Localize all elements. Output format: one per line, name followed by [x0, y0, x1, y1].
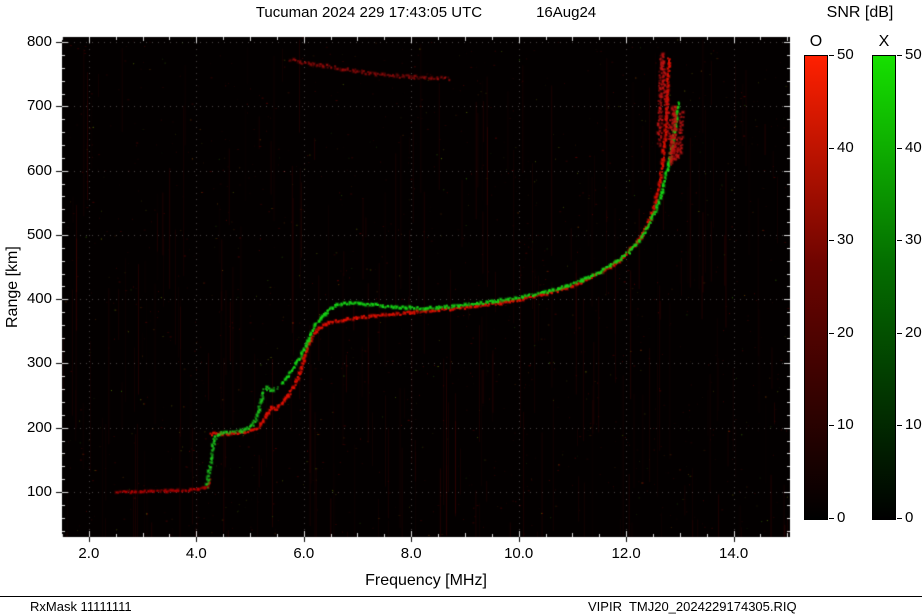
y-tick-label: 300: [26, 354, 52, 372]
colorbar-gradient-O: [804, 55, 828, 520]
colorbar-tick-label: 50: [905, 46, 922, 63]
footer-divider: [0, 596, 922, 597]
colorbar-tick-label: 0: [905, 509, 914, 526]
colorbar-tick-mark: [829, 55, 834, 56]
colorbar-tick-label: 30: [905, 231, 922, 249]
colorbar-tick-mark: [897, 332, 902, 334]
y-tick-label: 400: [26, 290, 52, 308]
x-tick-label: 10.0: [504, 545, 534, 562]
colorbar-tick-mark: [829, 425, 834, 427]
colorbar-tick-mark: [829, 518, 834, 519]
colorbar-tick-mark: [829, 332, 834, 334]
colorbar-tick-label: 40: [837, 138, 854, 156]
colorbar-gradient-X: [872, 55, 896, 520]
y-tick-label: 100: [26, 483, 52, 500]
footer-filename: VIPIR TMJ20_2024229174305.RIQ: [588, 599, 797, 614]
title-date: 16Aug24: [536, 4, 597, 21]
y-tick-label: 700: [26, 97, 52, 115]
colorbar-tick-label: 30: [837, 231, 854, 249]
footer-rxmask: RxMask 11111111: [30, 599, 132, 614]
x-tick-label: 8.0: [400, 545, 422, 562]
colorbar-tick-label: 10: [837, 416, 854, 434]
x-tick-label: 2.0: [78, 545, 100, 562]
colorbar-tick-label: 20: [905, 323, 922, 341]
colorbar-tick-mark: [897, 240, 902, 242]
title-text: Tucuman 2024 229 17:43:05 UTC: [255, 4, 483, 21]
x-tick-label: 12.0: [611, 545, 641, 562]
x-tick-label: 4.0: [185, 545, 207, 562]
x-tick-label: 14.0: [718, 545, 749, 562]
colorbar-tick-label: 40: [905, 138, 922, 156]
colorbar-tick-label: 10: [905, 416, 922, 434]
plot-title: Tucuman 2024 229 17:43:05 UTC 16Aug24: [62, 4, 790, 21]
colorbar-tick-label: 20: [837, 323, 854, 341]
y-tick-label: 800: [26, 33, 52, 51]
colorbar-mode-label-X: X: [878, 33, 890, 50]
colorbar-tick-label: 50: [837, 46, 854, 63]
colorbar-tick-mark: [897, 518, 902, 519]
colorbar-tick-label: 0: [837, 509, 846, 526]
snr-colorbar-title: SNR [dB]: [826, 4, 894, 21]
colorbar-tick-mark: [897, 147, 902, 149]
y-tick-label: 200: [26, 418, 52, 436]
colorbar-tick-mark: [897, 55, 902, 56]
colorbar-tick-mark: [897, 425, 902, 427]
y-tick-label: 600: [26, 161, 52, 179]
x-axis-title: Frequency [MHz]: [365, 572, 487, 589]
colorbar-mode-label-O: O: [809, 33, 823, 50]
y-tick-label: 500: [26, 225, 52, 243]
x-tick-label: 6.0: [293, 545, 315, 562]
colorbar-tick-mark: [829, 240, 834, 242]
colorbar-tick-mark: [829, 147, 834, 149]
